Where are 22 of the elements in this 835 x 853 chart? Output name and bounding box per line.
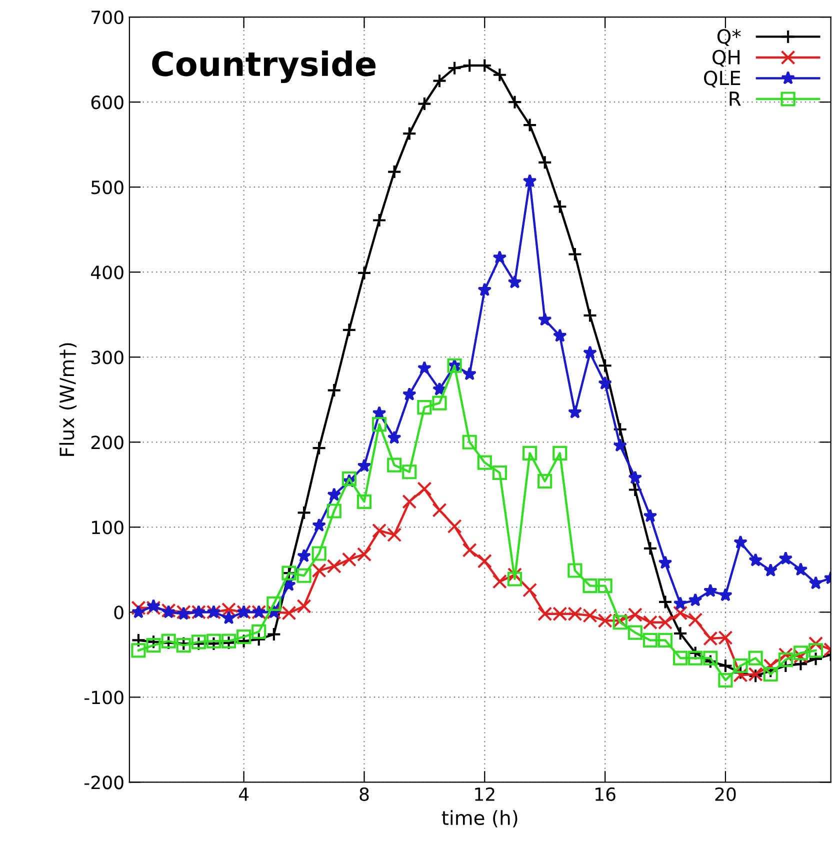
y-tick-label: 0 (114, 606, 124, 620)
x-tick-label: 8 (360, 787, 369, 802)
y-tick-label: -100 (84, 690, 124, 704)
y-tick-label: 400 (90, 266, 124, 280)
legend-label: QLE (704, 70, 740, 88)
legend-label: QH (712, 50, 740, 67)
y-tick-label: 300 (91, 350, 124, 364)
y-tick-label: -200 (84, 776, 124, 790)
y-tick-label: 500 (91, 180, 124, 194)
x-tick-label: 20 (715, 787, 736, 802)
x-axis-title: time (h) (442, 810, 518, 828)
x-tick-label: 16 (596, 787, 616, 802)
x-tick-label: 4 (238, 788, 249, 801)
legend-label: Q* (717, 29, 741, 46)
y-tick-label: 600 (91, 96, 124, 110)
x-tick-label: 12 (475, 787, 494, 801)
y-axis-title: Flux (W/m†) (59, 343, 77, 456)
y-tick-label: 200 (91, 436, 124, 450)
y-tick-label: 100 (92, 520, 124, 534)
text: Countryside (152, 50, 376, 84)
y-tick-label: 700 (92, 10, 124, 24)
legend-label: R (730, 92, 741, 106)
